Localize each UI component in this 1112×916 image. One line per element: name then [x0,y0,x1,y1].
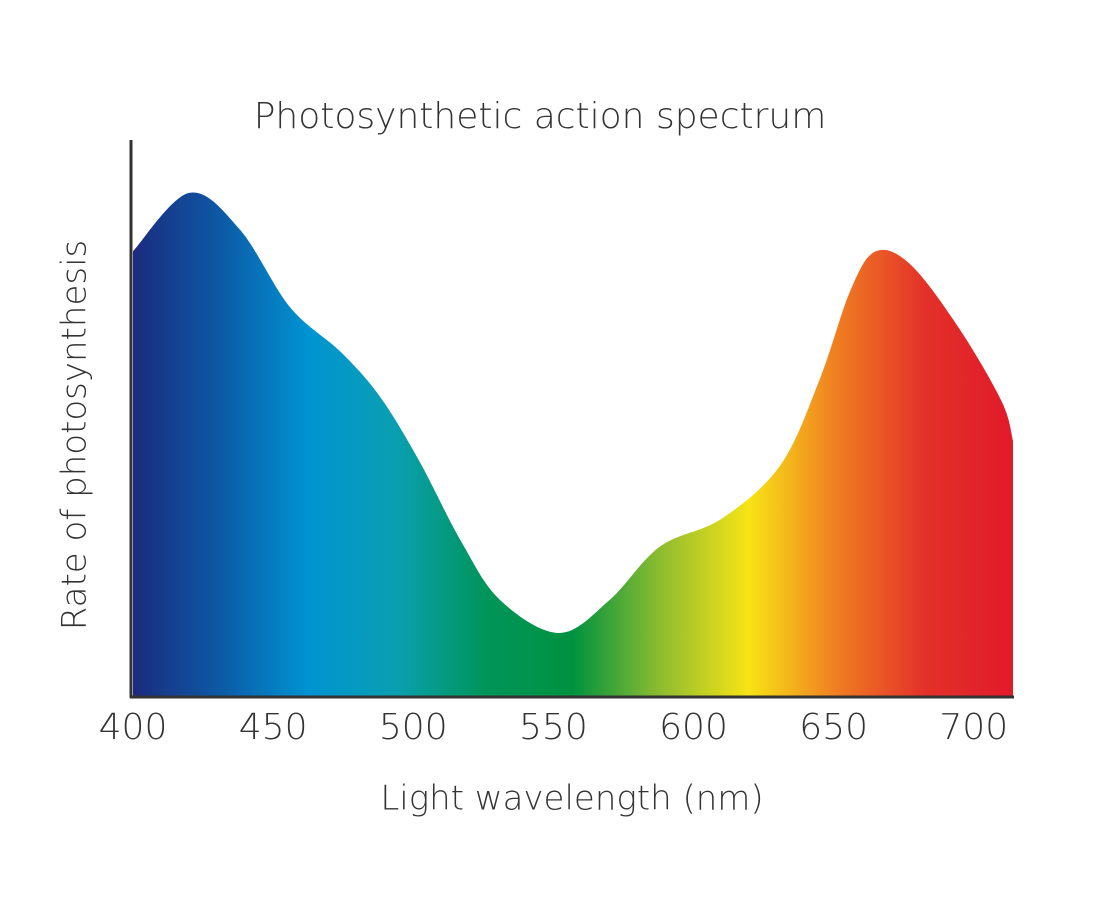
x-tick-label: 700 [939,707,1008,748]
spectrum-area [133,192,1013,697]
plot-area [133,192,1013,697]
x-tick-label: 600 [659,707,728,748]
x-tick-label: 500 [379,707,448,748]
x-tick-label: 400 [99,707,168,748]
x-tick-label: 450 [239,707,308,748]
chart-title: Photosynthetic action spectrum [254,96,827,137]
x-tick-label: 550 [519,707,588,748]
x-tick-label: 650 [799,707,868,748]
y-axis-label: Rate of photosynthesis [55,240,95,630]
x-axis-label: Light wavelength (nm) [380,779,763,819]
